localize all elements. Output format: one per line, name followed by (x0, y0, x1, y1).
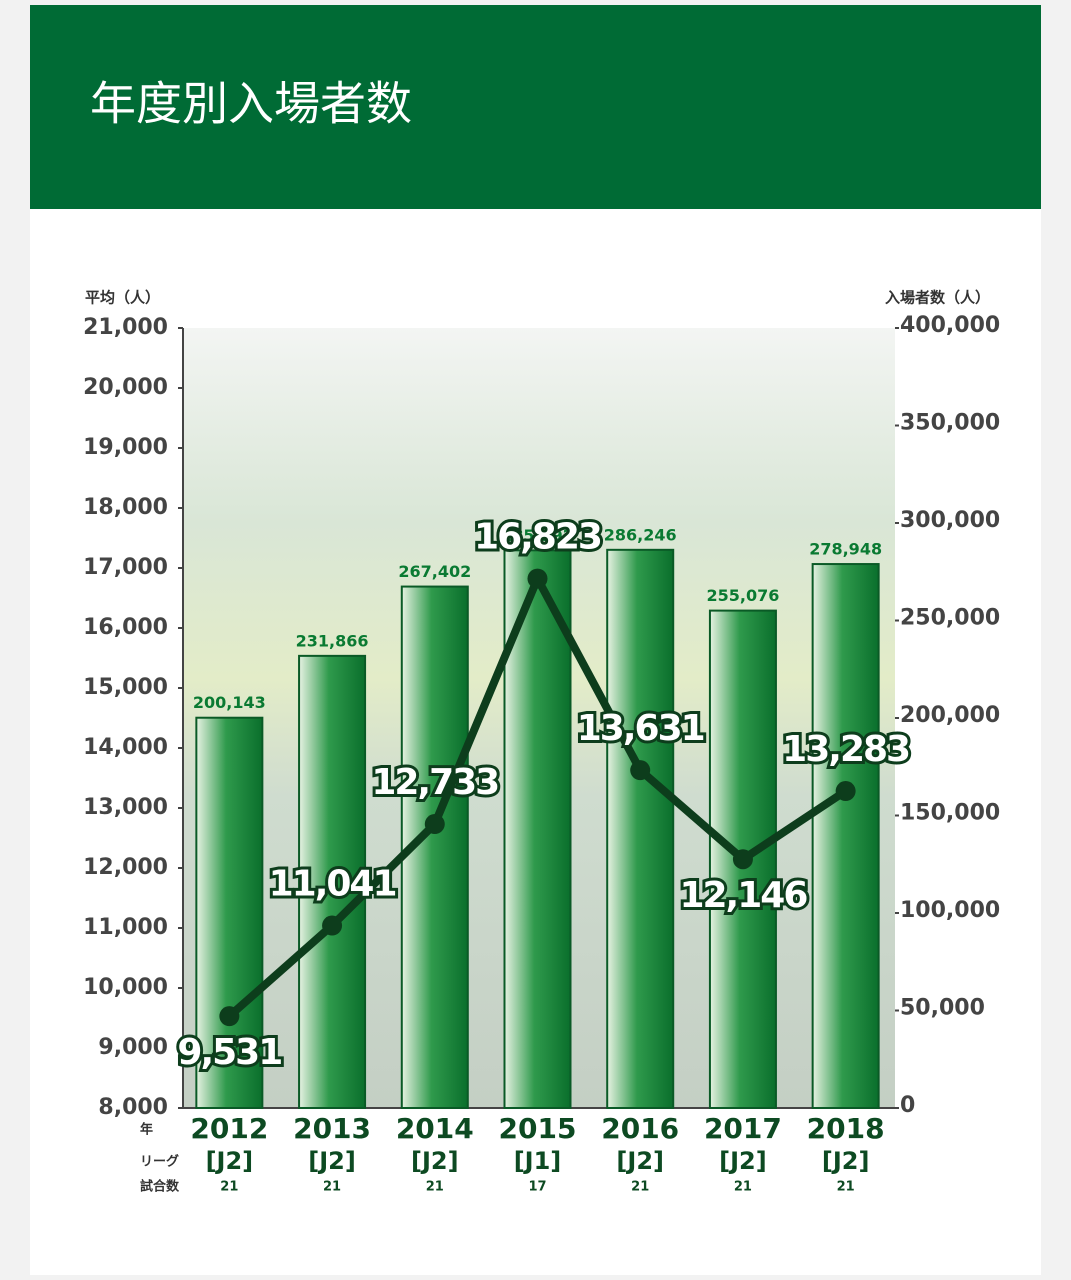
bar-value-label: 200,143 (193, 693, 266, 712)
y-tick-label: 20,000 (83, 375, 168, 400)
line-value-label: 11,041 (269, 864, 396, 905)
y2-tick-label: 150,000 (900, 801, 1000, 826)
line-value-label: 12,146 (679, 875, 807, 916)
bar-value-label: 231,866 (296, 631, 369, 650)
line-point (219, 1006, 240, 1027)
y-tick-label: 19,000 (83, 435, 168, 460)
league-label: [J2] (822, 1147, 870, 1175)
x-tick-label: 2015 (499, 1112, 577, 1145)
bar-value-label: 255,076 (706, 586, 779, 605)
line-point (424, 814, 445, 835)
row-label: 試合数 (140, 1179, 180, 1195)
x-tick-label: 2014 (396, 1112, 474, 1145)
bar-value-label: 286,246 (604, 525, 677, 544)
line-point (630, 760, 651, 781)
matches-label: 21 (323, 1180, 341, 1195)
x-tick-label: 2016 (601, 1112, 679, 1145)
league-label: [J2] (616, 1147, 664, 1175)
line-value-label: 13,283 (782, 729, 909, 770)
x-tick-label: 2017 (704, 1112, 782, 1145)
y-tick-label: 17,000 (83, 555, 168, 580)
league-label: [J2] (206, 1147, 254, 1175)
y2-axis-label: 入場者数（人） (885, 289, 990, 307)
row-label: リーグ (140, 1154, 179, 1170)
matches-label: 21 (426, 1180, 444, 1195)
y-tick-label: 9,000 (98, 1035, 168, 1060)
league-label: [J2] (411, 1147, 459, 1175)
line-value-label: 16,823 (474, 517, 601, 558)
matches-label: 21 (220, 1180, 238, 1195)
bar-value-label: 267,402 (398, 562, 471, 581)
y2-tick-label: 200,000 (900, 703, 1000, 728)
bar-value-label: 278,948 (809, 540, 882, 559)
y-tick-label: 11,000 (83, 915, 168, 940)
line-point (322, 915, 343, 936)
y-tick-label: 14,000 (83, 735, 168, 760)
x-tick-label: 2013 (293, 1112, 371, 1145)
matches-label: 17 (528, 1180, 546, 1195)
bar-value-label: 285,992 (501, 526, 574, 545)
league-label: [J1] (514, 1147, 562, 1175)
y2-tick-label: 400,000 (900, 313, 1000, 338)
bar (503, 549, 572, 1109)
line-value-label: 13,631 (577, 708, 704, 749)
y-tick-label: 8,000 (98, 1095, 168, 1120)
x-tick-label: 2018 (807, 1112, 885, 1145)
line-point (732, 849, 753, 870)
y2-tick-label: 50,000 (900, 996, 985, 1021)
matches-label: 21 (734, 1180, 752, 1195)
league-label: [J2] (308, 1147, 356, 1175)
line-value-label: 9,531 (177, 1032, 281, 1073)
league-label: [J2] (719, 1147, 767, 1175)
row-label: 年 (140, 1122, 153, 1138)
y2-tick-label: 300,000 (900, 508, 1000, 533)
y-axis-label: 平均（人） (85, 289, 160, 307)
y-tick-label: 12,000 (83, 855, 168, 880)
line-point (527, 568, 548, 589)
y-tick-label: 18,000 (83, 495, 168, 520)
x-tick-label: 2012 (190, 1112, 268, 1145)
line-value-label: 12,733 (371, 762, 498, 803)
header-banner (30, 5, 1041, 209)
line-point (835, 781, 856, 802)
y2-tick-label: 0 (900, 1093, 915, 1118)
y-tick-label: 13,000 (83, 795, 168, 820)
bar (195, 716, 264, 1109)
title: 年度別入場者数 (90, 77, 412, 131)
bar (811, 563, 880, 1109)
bar (298, 654, 367, 1110)
y-tick-label: 16,000 (83, 615, 168, 640)
y-tick-label: 15,000 (83, 675, 168, 700)
y2-tick-label: 100,000 (900, 898, 1000, 923)
matches-label: 21 (631, 1180, 649, 1195)
y2-tick-label: 350,000 (900, 411, 1000, 436)
y2-tick-label: 250,000 (900, 606, 1000, 631)
y-tick-label: 10,000 (83, 975, 168, 1000)
matches-label: 21 (837, 1180, 855, 1195)
bar (606, 548, 675, 1109)
y-tick-label: 21,000 (83, 315, 168, 340)
